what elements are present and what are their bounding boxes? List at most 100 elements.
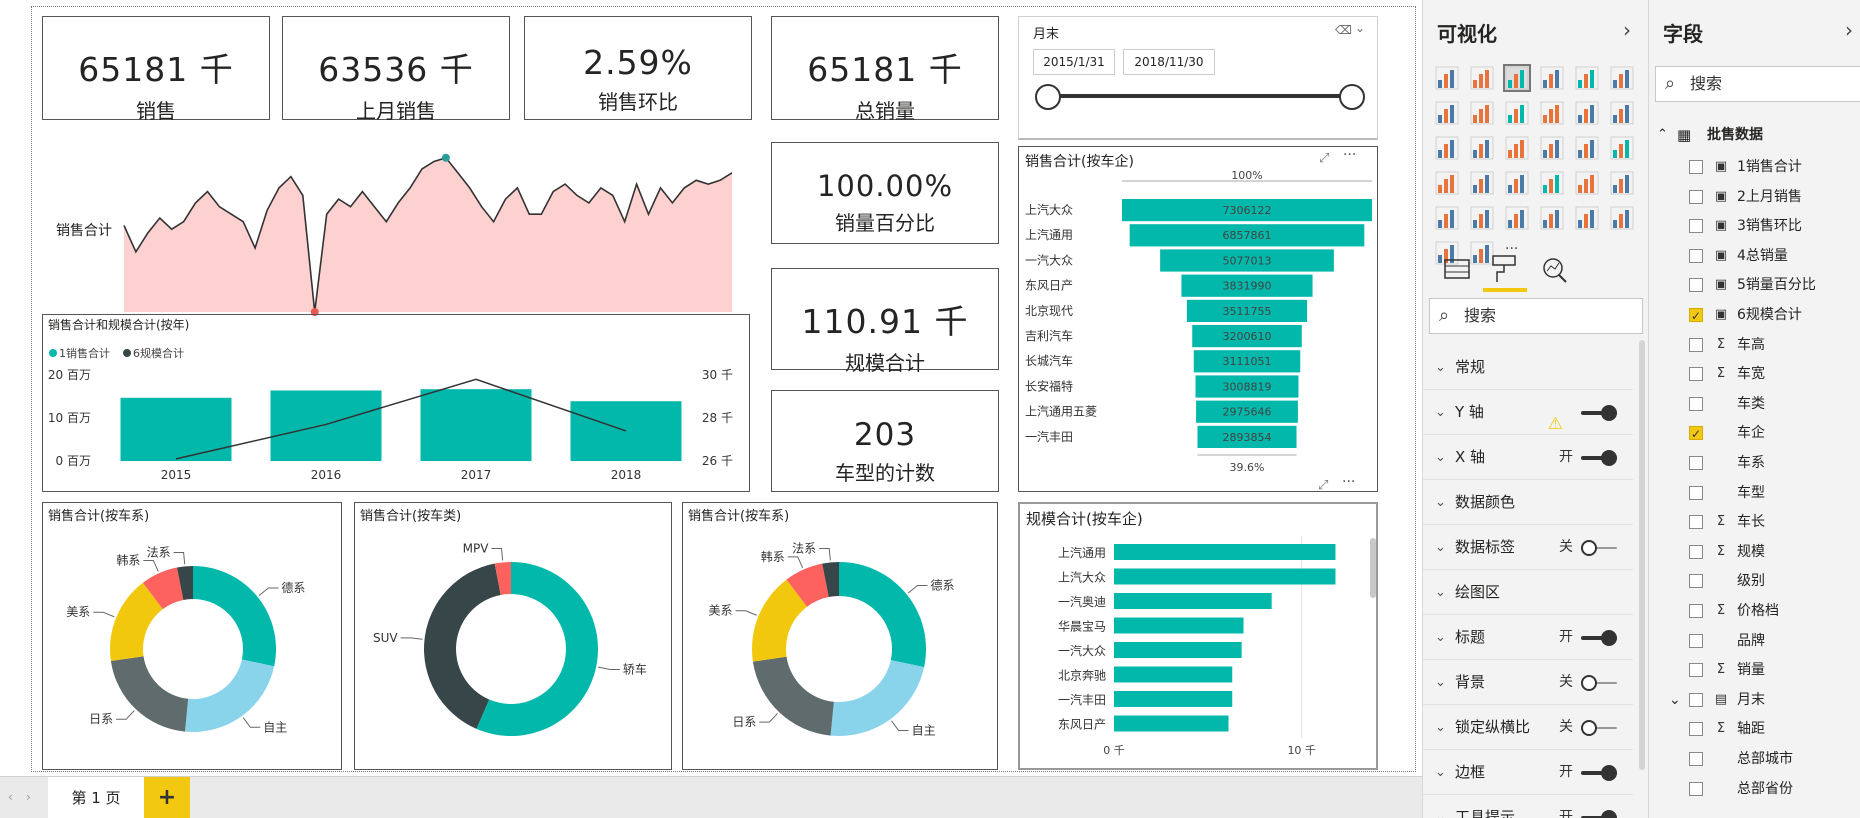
field-checkbox[interactable]: [1689, 301, 1703, 331]
stacked-area-icon[interactable]: [1505, 101, 1529, 125]
toggle-switch[interactable]: [1581, 765, 1617, 781]
field-item[interactable]: ▣ 3销售环比: [1649, 211, 1860, 241]
clustered-column-icon[interactable]: [1540, 66, 1564, 90]
100-bar-icon[interactable]: [1575, 66, 1599, 90]
field-item[interactable]: 级别: [1649, 566, 1860, 596]
donut-chart-class[interactable]: 销售合计(按车类) 轿车 SUV MPV: [354, 502, 672, 770]
slider-handle-end[interactable]: [1339, 84, 1365, 110]
format-section-1[interactable]: ⌄ Y 轴 ⚠: [1423, 390, 1633, 435]
field-item[interactable]: Σ 车长: [1649, 507, 1860, 537]
clustered-bar-icon[interactable]: [1503, 64, 1531, 92]
fields-well-icon[interactable]: [1444, 259, 1470, 279]
field-checkbox[interactable]: [1689, 574, 1703, 589]
focus-mode-icon[interactable]: ⤢: [1319, 151, 1330, 166]
line-clustered-icon[interactable]: [1575, 101, 1599, 125]
format-section-2[interactable]: ⌄ X 轴 开: [1423, 435, 1633, 480]
card-scale-total[interactable]: 110.91 千 规模合计: [771, 268, 999, 375]
card-last-month-sales[interactable]: 63536 千 上月销售: [282, 16, 510, 123]
chevron-down-icon[interactable]: ⌄: [1435, 765, 1446, 780]
combo-chart-visual[interactable]: 销售合计和规模合计(按年) 1销售合计 6规模合计 20 百万 10 百万 0 百万 30…: [42, 314, 750, 492]
toggle-switch[interactable]: [1581, 540, 1617, 556]
card-icon[interactable]: [1540, 171, 1564, 195]
chevron-down-icon[interactable]: ⌄: [1435, 630, 1446, 645]
format-section-3[interactable]: ⌄ 数据颜色: [1423, 480, 1633, 525]
toggle-switch[interactable]: [1581, 720, 1617, 736]
ribbon-icon[interactable]: [1610, 101, 1634, 125]
field-checkbox[interactable]: [1689, 396, 1703, 411]
sales-sparkline-chart[interactable]: [122, 146, 734, 316]
fields-search-input[interactable]: ⌕ 搜索: [1655, 66, 1860, 102]
field-item[interactable]: ⌄ ▤ 月末: [1649, 685, 1860, 715]
toggle-switch[interactable]: [1581, 450, 1617, 466]
field-checkbox[interactable]: [1689, 219, 1703, 234]
filled-map-icon[interactable]: [1435, 171, 1459, 195]
line-column-icon[interactable]: [1540, 101, 1564, 125]
tab-page-1[interactable]: 第 1 页: [48, 777, 144, 818]
line-icon[interactable]: [1435, 101, 1459, 125]
chevron-down-icon[interactable]: ⌄: [1435, 720, 1446, 735]
chevron-down-icon[interactable]: ⌄: [1435, 585, 1446, 600]
matrix-icon[interactable]: [1505, 206, 1529, 230]
toggle-switch[interactable]: [1581, 405, 1617, 421]
table-node[interactable]: ⌃ ▦ 批售数据: [1649, 120, 1860, 150]
stacked-column-icon[interactable]: [1470, 66, 1494, 90]
donut-chart-series-1[interactable]: 销售合计(按车系) 德系 自主 日系 美系 韩系 法系: [42, 502, 342, 770]
field-checkbox[interactable]: [1689, 781, 1703, 796]
viz-pane-scrollbar[interactable]: [1639, 340, 1645, 770]
waterfall-icon[interactable]: [1435, 136, 1459, 160]
arcgis-icon[interactable]: [1610, 206, 1634, 230]
field-item[interactable]: Σ 轴距: [1649, 714, 1860, 744]
toggle-switch[interactable]: [1581, 675, 1617, 691]
funnel-icon[interactable]: [1470, 171, 1494, 195]
format-section-8[interactable]: ⌄ 锁定纵横比 关: [1423, 705, 1633, 750]
field-checkbox[interactable]: [1689, 419, 1703, 449]
donut-chart-series-2[interactable]: 销售合计(按车系) 德系 自主 日系 美系 韩系 法系: [682, 502, 998, 770]
funnel-chart-visual[interactable]: 销售合计(按车企) ⤢ ··· 100% 7306122 上汽大众 6857861 上汽…: [1018, 146, 1378, 492]
focus-mode-icon[interactable]: ⤢: [1318, 478, 1329, 493]
slicer-end-input[interactable]: 2018/11/30: [1123, 49, 1215, 75]
field-checkbox[interactable]: [1689, 189, 1703, 204]
chevron-down-icon[interactable]: ⌄: [1435, 495, 1446, 510]
collapse-pane-icon[interactable]: ›: [1623, 18, 1631, 42]
card-sales-mom[interactable]: 2.59% 销售环比: [524, 16, 752, 120]
field-checkbox[interactable]: [1689, 692, 1703, 707]
field-item[interactable]: Σ 价格档: [1649, 596, 1860, 626]
collapse-pane-icon[interactable]: ›: [1845, 18, 1853, 42]
field-item[interactable]: 总部城市: [1649, 744, 1860, 774]
field-item[interactable]: ▣ 5销量百分比: [1649, 270, 1860, 300]
field-item[interactable]: 车类: [1649, 389, 1860, 419]
more-icon[interactable]: ···: [1505, 241, 1519, 257]
toggle-switch[interactable]: [1581, 810, 1617, 818]
chevron-down-icon[interactable]: ⌄: [1355, 21, 1366, 35]
field-item[interactable]: ▣ 2上月销售: [1649, 182, 1860, 212]
field-checkbox[interactable]: [1689, 604, 1703, 618]
field-item[interactable]: Σ 车宽: [1649, 359, 1860, 389]
slicer-start-input[interactable]: 2015/1/31: [1033, 49, 1115, 75]
more-options-icon[interactable]: ···: [1342, 474, 1356, 490]
chevron-right-icon[interactable]: ›: [26, 790, 31, 804]
treemap-icon[interactable]: [1575, 136, 1599, 160]
field-checkbox[interactable]: [1689, 337, 1703, 352]
hbar-scrollbar[interactable]: [1370, 538, 1376, 598]
slicer-icon[interactable]: [1435, 206, 1459, 230]
eraser-icon[interactable]: ⌫: [1335, 23, 1352, 37]
format-section-6[interactable]: ⌄ 标题 开: [1423, 615, 1633, 660]
field-checkbox[interactable]: [1689, 722, 1703, 737]
table-icon[interactable]: [1470, 206, 1494, 230]
kpi-icon[interactable]: [1610, 171, 1634, 195]
field-checkbox[interactable]: [1689, 160, 1703, 174]
chevron-down-icon[interactable]: ⌄: [1435, 540, 1446, 555]
field-checkbox[interactable]: [1689, 752, 1703, 766]
chevron-left-icon[interactable]: ‹: [8, 790, 13, 804]
format-section-9[interactable]: ⌄ 边框 开: [1423, 750, 1633, 795]
python-visual-icon[interactable]: [1575, 206, 1599, 230]
field-checkbox[interactable]: [1689, 515, 1703, 530]
chevron-down-icon[interactable]: ⌄: [1435, 405, 1446, 420]
chevron-down-icon[interactable]: ⌄: [1669, 691, 1681, 708]
pie-icon[interactable]: [1505, 136, 1529, 160]
format-paint-roller-icon[interactable]: [1492, 255, 1516, 282]
field-item[interactable]: Σ 车高: [1649, 330, 1860, 360]
multi-row-card-icon[interactable]: [1575, 171, 1599, 195]
field-checkbox[interactable]: [1689, 367, 1703, 382]
donut-icon[interactable]: [1540, 136, 1564, 160]
